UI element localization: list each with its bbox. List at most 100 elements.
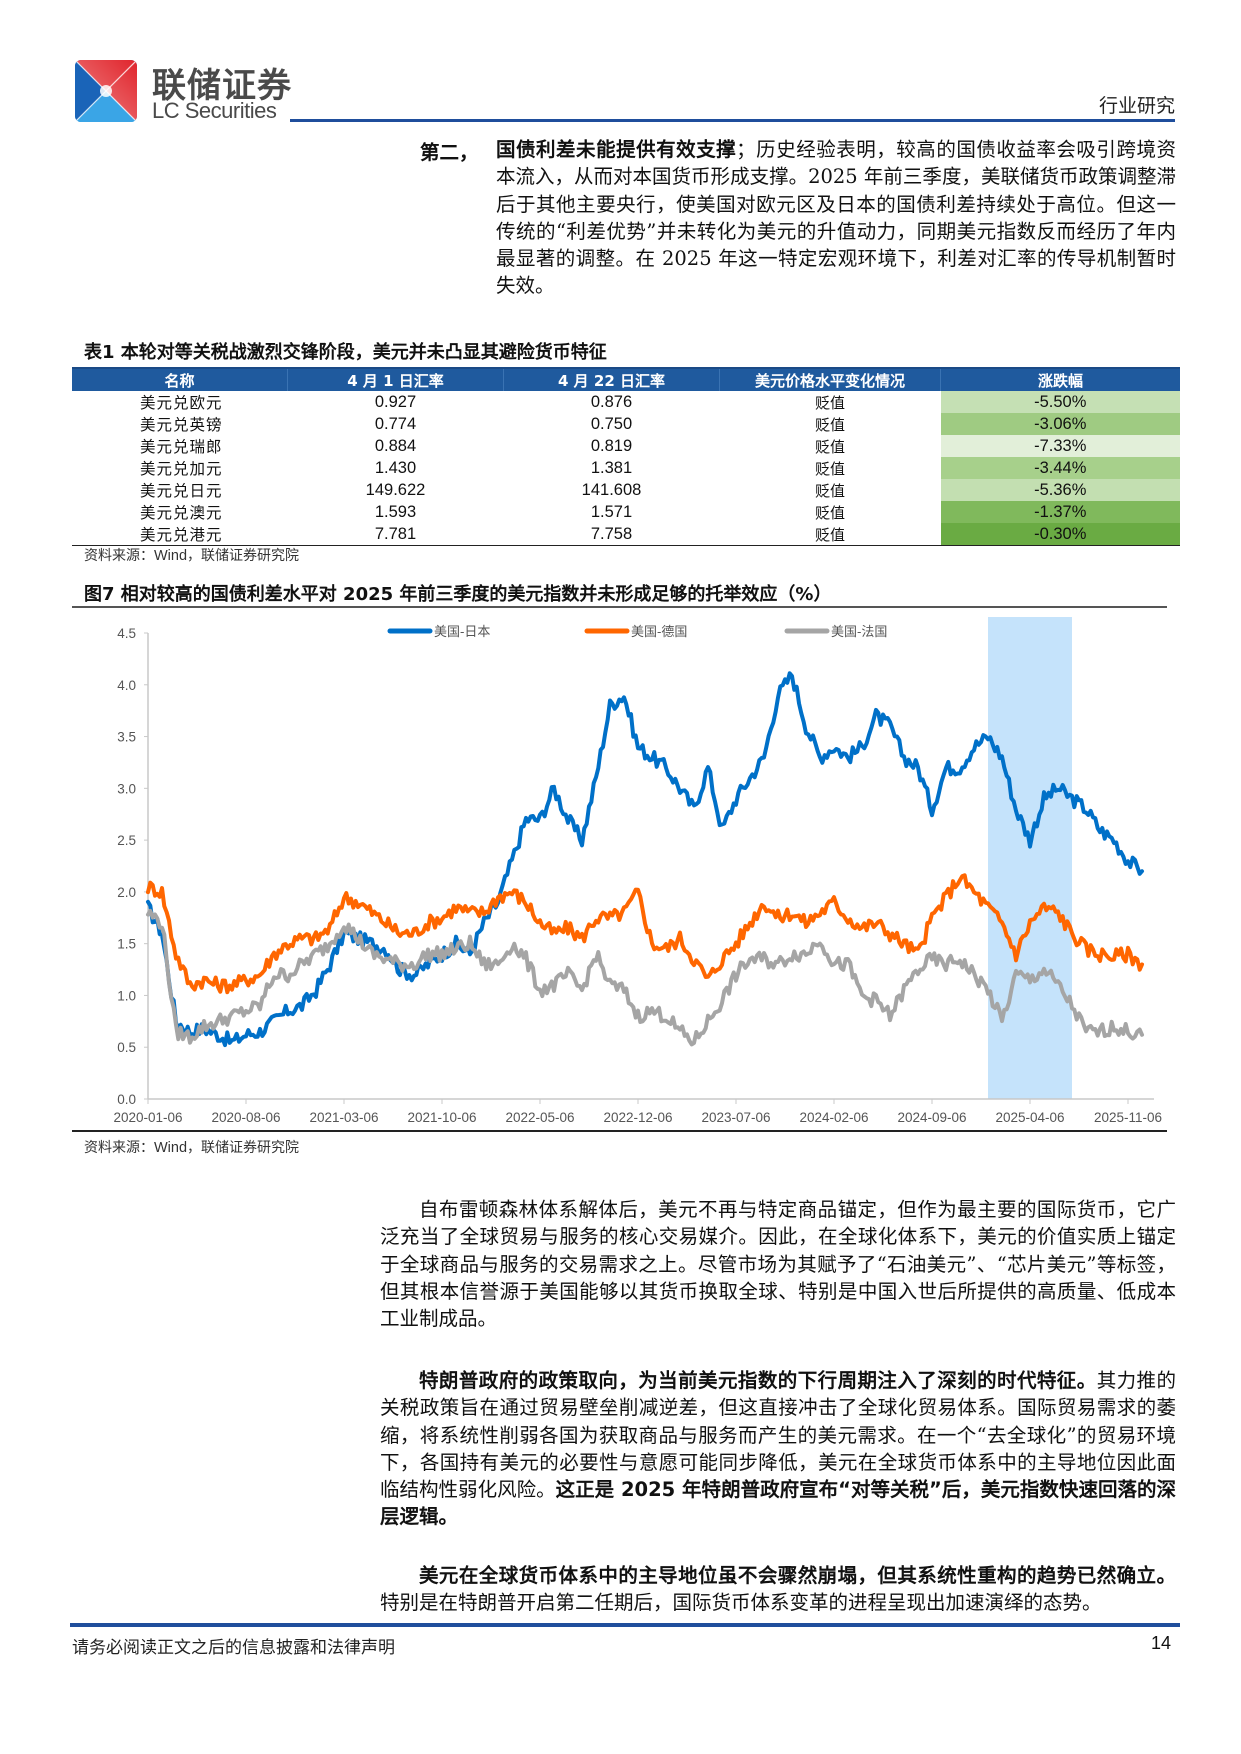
- header-divider: [290, 119, 1175, 122]
- y-tick-label: 3.5: [117, 730, 136, 745]
- cell-apr22: 7.758: [503, 523, 720, 546]
- section-tag: 行业研究: [1098, 95, 1175, 117]
- cell-change: 贬值: [814, 459, 845, 478]
- x-tick-label: 2022-05-06: [505, 1110, 574, 1125]
- cell-pct: -3.06%: [940, 413, 1180, 435]
- paragraph-text: 其力推的关税政策旨在通过贸易壁垒削减逆差，但这直接冲击了全球化贸易体系。国际贸易…: [380, 1369, 1176, 1502]
- intro-label: 第二，: [420, 141, 479, 164]
- y-tick-label: 0.5: [117, 1040, 136, 1055]
- legend-label: 美国-日本: [434, 625, 490, 640]
- cell-name: 美元兑加元: [140, 460, 223, 478]
- paragraph-1: 自布雷顿森林体系解体后，美元不再与特定商品锚定，但作为最主要的国际货币，它广泛充…: [380, 1196, 1176, 1332]
- x-tick-label: 2024-02-06: [799, 1110, 868, 1125]
- series-line-0: [146, 671, 1144, 1048]
- intro-paragraph: 国债利差未能提供有效支撑；历史经验表明，较高的国债收益率会吸引跨境资本流入，从而…: [496, 136, 1176, 300]
- spread-line-chart: 0.0 0.5 1.0 1.5 2.0 2.5 3.0 3.5 4.0 4.5 2020-01-06…: [113, 617, 1162, 1125]
- intro-text: ；历史经验表明，较高的国债收益率会吸引跨境资本流入，从而对本国货币形成支撑。20…: [496, 138, 1176, 298]
- highlight-band: [988, 617, 1072, 1099]
- x-tick-label: 2020-08-06: [211, 1110, 280, 1125]
- cell-apr22: 0.750: [590, 414, 633, 433]
- brand-name-cn: 联储证券: [152, 66, 292, 106]
- source-wind: Wind: [154, 1140, 188, 1156]
- source-rest: ，联储证券研究院: [187, 548, 300, 564]
- legend-label: 美国-法国: [831, 625, 887, 640]
- table-row: 美元兑加元 1.430 1.381 贬值 -3.44%: [72, 457, 1180, 479]
- table-row: 美元兑日元 149.622 141.608 贬值 -5.36%: [72, 479, 1180, 501]
- legend-label: 美国-德国: [631, 625, 687, 640]
- cell-apr1: 149.622: [365, 480, 426, 499]
- x-tick-label: 2025-11-06: [1094, 1110, 1162, 1125]
- cell-name: 美元兑澳元: [140, 504, 223, 522]
- cell-pct: -3.44%: [940, 457, 1180, 479]
- cell-name: 美元兑瑞郎: [140, 438, 223, 456]
- paragraph-bold-conclusion: 这正是 2025 年特朗普政府宣布“对等关税”后，美元指数快速回落的深层逻辑。: [380, 1478, 1176, 1529]
- table-header-row: 名称 4 月 1 日汇率 4 月 22 日汇率 美元价格水平变化情况 涨跌幅: [72, 367, 1180, 391]
- intro-bold-lead: 国债利差未能提供有效支撑: [496, 138, 737, 161]
- y-tick-label: 1.0: [117, 988, 136, 1003]
- x-tick-label: 2022-12-06: [603, 1110, 672, 1125]
- cell-pct: -5.50%: [940, 391, 1180, 413]
- cell-pct: -5.36%: [940, 479, 1180, 501]
- series-line-1: [146, 873, 1144, 995]
- cell-apr22: 0.876: [590, 392, 633, 411]
- table-row: 美元兑港元 7.781 7.758 贬值 -0.30%: [72, 523, 1180, 546]
- cell-apr22: 141.608: [581, 480, 642, 499]
- y-tick-label: 2.5: [117, 833, 136, 848]
- col-header-apr1: 4 月 1 日汇率: [287, 367, 504, 391]
- figure-bottom-divider: [72, 1130, 1167, 1132]
- footer-disclaimer: 请务必阅读正文之后的信息披露和法律声明: [72, 1638, 395, 1658]
- cell-pct: -0.30%: [940, 523, 1180, 546]
- col-header-pct: 涨跌幅: [940, 367, 1180, 391]
- cell-apr22: 1.571: [590, 502, 633, 521]
- cell-apr22: 1.381: [590, 458, 633, 477]
- cell-change: 贬值: [814, 437, 845, 456]
- page-number: 14: [1150, 1633, 1171, 1653]
- y-tick-label: 1.5: [117, 937, 136, 952]
- cell-apr1: 0.884: [374, 436, 417, 455]
- table-row: 美元兑瑞郎 0.884 0.819 贬值 -7.33%: [72, 435, 1180, 457]
- col-header-apr22: 4 月 22 日汇率: [503, 367, 720, 391]
- cell-change: 贬值: [719, 523, 941, 546]
- cell-apr1: 1.430: [374, 458, 417, 477]
- y-tick-label: 0.0: [117, 1092, 136, 1107]
- col-header-name: 名称: [72, 367, 288, 391]
- source-label: 资料来源：: [84, 548, 154, 564]
- y-tick-label: 4.5: [117, 626, 136, 641]
- x-tick-label: 2020-01-06: [113, 1110, 182, 1125]
- cell-apr1: 1.593: [374, 502, 417, 521]
- x-tick-label: 2021-03-06: [309, 1110, 378, 1125]
- cell-pct: -7.33%: [940, 435, 1180, 457]
- cell-change: 贬值: [814, 503, 845, 522]
- cell-apr1: 0.927: [374, 392, 417, 411]
- table-source: 资料来源：Wind，联储证券研究院: [84, 545, 299, 565]
- table-row: 美元兑英镑 0.774 0.750 贬值 -3.06%: [72, 413, 1180, 435]
- y-tick-label: 2.0: [117, 885, 136, 900]
- series-line-2: [146, 908, 1144, 1047]
- source-label: 资料来源：: [84, 1140, 154, 1156]
- cell-change: 贬值: [814, 415, 845, 434]
- brand-name-en: LC Securities: [152, 98, 277, 123]
- cell-name: 美元兑港元: [72, 523, 288, 546]
- source-wind: Wind: [154, 548, 188, 564]
- cell-change: 贬值: [814, 481, 845, 500]
- x-tick-label: 2024-09-06: [897, 1110, 966, 1125]
- cell-pct: -1.37%: [940, 501, 1180, 523]
- cell-change: 贬值: [814, 393, 845, 412]
- company-logo-icon: [75, 60, 137, 122]
- cell-apr22: 0.819: [590, 436, 633, 455]
- paragraph-bold-lead: 特朗普政府的政策取向，为当前美元指数的下行周期注入了深刻的时代特征。: [419, 1369, 1097, 1392]
- paragraph-2: 特朗普政府的政策取向，为当前美元指数的下行周期注入了深刻的时代特征。其力推的关税…: [380, 1367, 1176, 1531]
- y-tick-label: 4.0: [117, 678, 136, 693]
- figure-source: 资料来源：Wind，联储证券研究院: [84, 1137, 299, 1157]
- fx-rate-table: 名称 4 月 1 日汇率 4 月 22 日汇率 美元价格水平变化情况 涨跌幅 美…: [72, 367, 1180, 546]
- col-header-change: 美元价格水平变化情况: [719, 367, 941, 391]
- cell-name: 美元兑日元: [140, 482, 223, 500]
- paragraph-bold-lead: 美元在全球货币体系中的主导地位虽不会骤然崩塌，但其系统性重构的趋势已然确立。: [419, 1564, 1176, 1587]
- paragraph-text: 自布雷顿森林体系解体后，美元不再与特定商品锚定，但作为最主要的国际货币，它广泛充…: [380, 1198, 1176, 1331]
- figure-title: 图7 相对较高的国债利差水平对 2025 年前三季度的美元指数并未形成足够的托举…: [84, 584, 832, 605]
- cell-apr1: 7.781: [287, 523, 504, 546]
- x-tick-label: 2023-07-06: [701, 1110, 770, 1125]
- cell-name: 美元兑英镑: [140, 416, 223, 434]
- cell-name: 美元兑欧元: [140, 394, 223, 412]
- source-rest: ，联储证券研究院: [187, 1140, 300, 1156]
